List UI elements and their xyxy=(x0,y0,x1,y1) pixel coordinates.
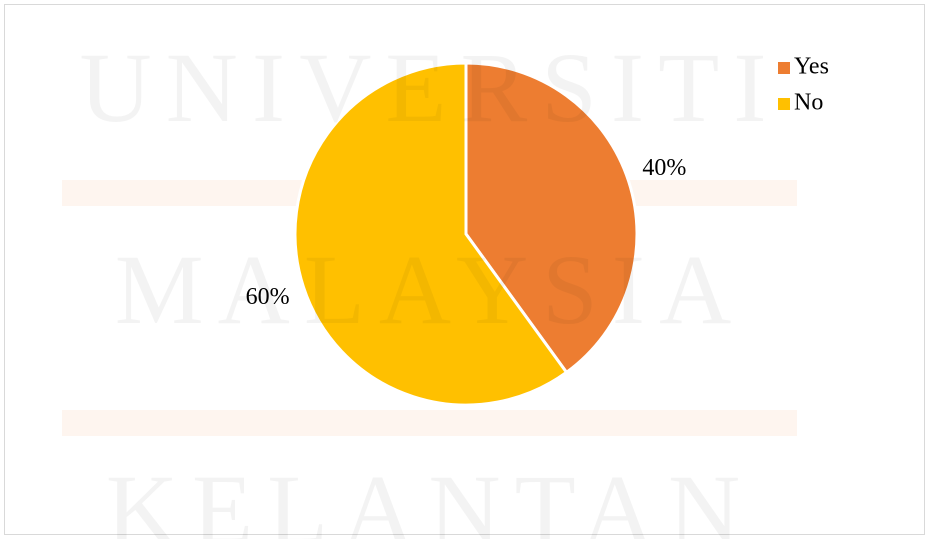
watermark-band xyxy=(62,410,797,436)
data-label: 40% xyxy=(642,155,686,181)
watermark-text: KELANTAN xyxy=(106,454,754,539)
watermark-text: UNIVERSITI xyxy=(79,32,780,143)
data-label: 60% xyxy=(246,284,290,310)
legend-label: Yes xyxy=(794,54,829,80)
legend-label: No xyxy=(794,90,823,116)
watermark-text: MALAYSIA xyxy=(115,234,746,345)
legend-swatch xyxy=(778,62,790,74)
pie: 40% 60% xyxy=(246,61,686,407)
pie-slice xyxy=(293,61,569,407)
pie-slice xyxy=(464,61,639,375)
legend-swatch xyxy=(778,98,790,110)
watermark: UNIVERSITI MALAYSIA KELANTAN xyxy=(79,32,780,539)
